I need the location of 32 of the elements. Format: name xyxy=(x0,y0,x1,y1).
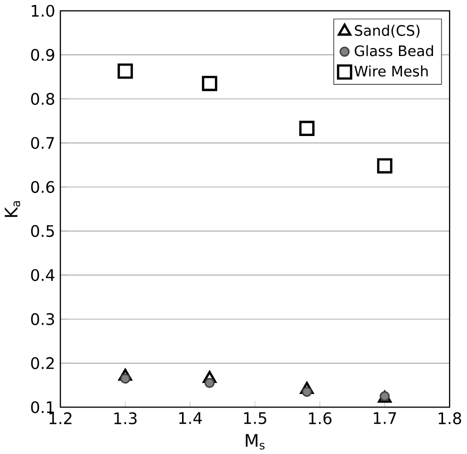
y-tick-label: 0.1 xyxy=(31,401,54,414)
y-tick-label: 1.0 xyxy=(32,4,54,17)
point xyxy=(118,368,132,381)
point xyxy=(299,120,315,136)
y-tick-label: 0.7 xyxy=(31,136,54,149)
point xyxy=(377,158,392,174)
point xyxy=(300,382,314,394)
x-tick-label: 1.6 xyxy=(308,412,332,424)
x-tick-label: 1.8 xyxy=(438,412,462,424)
y-tick-label: 0.9 xyxy=(31,48,54,61)
point xyxy=(120,373,130,384)
x-tick-label: 1.3 xyxy=(114,412,137,424)
point xyxy=(118,63,133,79)
x-tick-label: 1.5 xyxy=(244,412,266,424)
legend-label: Sand(CS) xyxy=(354,24,420,38)
point xyxy=(202,370,216,383)
legend-label: Wire Mesh xyxy=(354,65,428,76)
point xyxy=(202,76,218,91)
x-tick-label: 1.7 xyxy=(374,412,396,424)
legend-label: Glass Bead xyxy=(354,44,433,56)
point xyxy=(204,378,215,388)
y-tick-label: 0.6 xyxy=(31,180,54,193)
x-axis-title: M$_{s}$ xyxy=(246,434,265,450)
y-tick-label: 0.4 xyxy=(31,268,54,281)
x-tick-label: 1.4 xyxy=(179,412,202,424)
point xyxy=(302,386,312,397)
y-tick-label: 0.8 xyxy=(31,92,54,105)
y-axis-title: K$_{a}$ xyxy=(4,201,20,217)
y-tick-label: 0.3 xyxy=(31,312,54,325)
y-tick-label: 0.5 xyxy=(31,224,54,237)
x-tick-label: 1.2 xyxy=(50,412,72,424)
y-tick-label: 0.2 xyxy=(31,357,54,369)
